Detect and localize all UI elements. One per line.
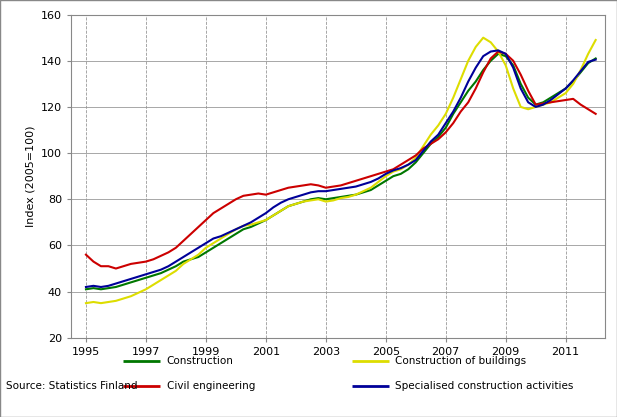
Text: Source: Statistics Finland: Source: Statistics Finland [6, 381, 138, 391]
Text: Civil engineering: Civil engineering [167, 381, 255, 391]
Y-axis label: Index (2005=100): Index (2005=100) [25, 126, 35, 227]
Text: Construction: Construction [167, 356, 233, 366]
Text: Specialised construction activities: Specialised construction activities [395, 381, 573, 391]
Text: Construction of buildings: Construction of buildings [395, 356, 526, 366]
